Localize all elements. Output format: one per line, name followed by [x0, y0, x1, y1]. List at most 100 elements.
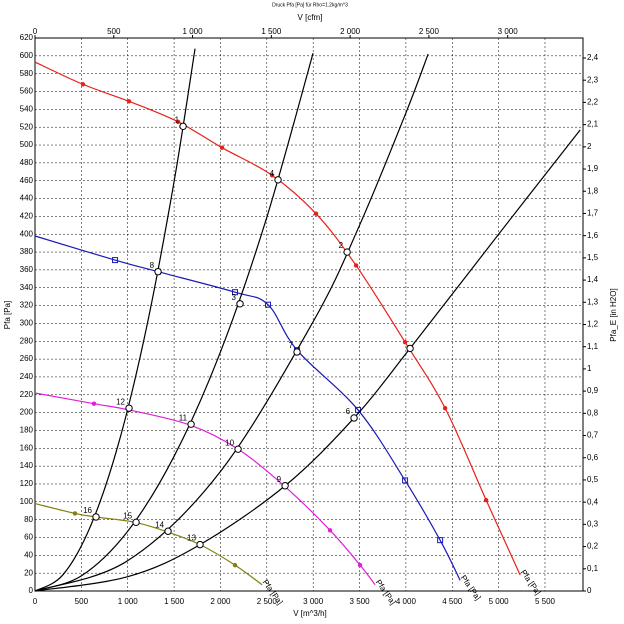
x-tick-label: 0	[33, 597, 38, 606]
series-marker	[265, 301, 272, 308]
y-tick-label: 620	[20, 33, 34, 42]
operating-point	[154, 267, 162, 276]
operating-point	[196, 540, 204, 549]
point-label: 1	[175, 115, 180, 124]
point-label: 14	[155, 520, 164, 529]
series-marker	[313, 211, 319, 216]
series-marker	[442, 405, 448, 411]
point-label: 16	[83, 506, 92, 515]
y-tick-label: 440	[20, 194, 34, 203]
y2-tick-label: 1,4	[587, 275, 599, 284]
y2-tick-label: 0,9	[587, 386, 599, 395]
series-marker	[269, 173, 275, 178]
operating-point	[281, 482, 289, 490]
point-label: 7	[289, 341, 294, 350]
series-marker	[175, 119, 181, 125]
y2-axis-label: Pfa_E [in H2O]	[609, 288, 618, 341]
y2-tick-label: 0,8	[587, 408, 599, 417]
y-tick-label: 380	[20, 247, 34, 256]
x2-tick-label: 0	[33, 27, 38, 36]
y-tick-label: 280	[20, 336, 34, 345]
series-marker	[483, 497, 489, 503]
x-tick-label: 500	[75, 597, 89, 606]
point-label: 11	[179, 413, 188, 422]
series-marker	[232, 289, 239, 296]
y2-tick-label: 2,1	[587, 120, 599, 129]
y2-tick-label: 0,6	[587, 453, 599, 462]
y2-tick-label: 0,3	[587, 519, 599, 528]
y2-tick-label: 1,9	[587, 164, 599, 173]
series-line	[34, 503, 263, 586]
operating-point	[343, 248, 351, 256]
plot-frame	[34, 37, 584, 592]
series-marker	[357, 562, 363, 568]
series-marker	[402, 477, 409, 484]
y-tick-label: 520	[20, 122, 34, 131]
y2-tick-label: 1,5	[587, 253, 599, 262]
y-tick-label: 120	[20, 479, 34, 488]
y2-tick-label: 1,8	[587, 186, 599, 195]
y2-tick-label: 0	[587, 586, 592, 595]
y-tick-label: 180	[20, 426, 34, 435]
point-label: 9	[277, 475, 282, 484]
point-label: 3	[232, 293, 237, 302]
series-marker	[402, 339, 408, 345]
x-tick-label: 5 000	[489, 597, 510, 606]
y2-tick-label: 2	[587, 142, 592, 151]
operating-point	[132, 518, 140, 527]
point-label: 13	[187, 534, 196, 543]
series-line	[34, 129, 581, 592]
y2-tick-label: 0,4	[587, 497, 599, 506]
x-axis-label: V [m^3/h]	[293, 609, 327, 618]
operating-point	[125, 404, 133, 412]
x2-tick-label: 500	[107, 27, 121, 36]
x-tick-label: 1 500	[164, 597, 185, 606]
series-marker	[232, 562, 238, 568]
y-tick-label: 300	[20, 319, 34, 328]
series-marker	[327, 528, 333, 533]
chart-title: Druck Pfa [Pa] für Rho=1.2kg/m^3	[272, 2, 348, 8]
y-tick-label: 480	[20, 158, 34, 167]
y-tick-label: 60	[24, 533, 33, 542]
y2-tick-label: 1,7	[587, 209, 599, 218]
y-tick-label: 80	[24, 515, 33, 524]
y2-tick-label: 1,3	[587, 297, 599, 306]
y2-tick-label: 2,3	[587, 75, 599, 84]
y-tick-label: 160	[20, 443, 34, 452]
y-tick-label: 560	[20, 87, 34, 96]
x2-tick-label: 3 000	[498, 27, 519, 36]
y-tick-label: 360	[20, 265, 34, 274]
y-tick-label: 500	[20, 140, 34, 149]
y2-tick-label: 0,5	[587, 475, 599, 484]
operating-point	[234, 445, 242, 453]
x2-axis-label: V [cfm]	[298, 13, 323, 22]
y2-tick-label: 1,6	[587, 231, 599, 240]
series-marker	[126, 99, 132, 104]
y-tick-label: 540	[20, 104, 34, 113]
point-label: 2	[339, 241, 344, 250]
y-tick-label: 320	[20, 301, 34, 310]
operating-point	[187, 420, 195, 428]
y2-tick-label: 0,7	[587, 431, 599, 440]
x-tick-label: 1 000	[118, 597, 139, 606]
operating-point	[406, 344, 414, 353]
operating-point	[164, 527, 172, 535]
y-axis-label: Pfa [Pa]	[3, 301, 12, 329]
point-label: 15	[123, 511, 132, 520]
series-marker	[112, 257, 119, 264]
y2-tick-label: 2,2	[587, 98, 599, 107]
x2-tick-label: 2 500	[419, 27, 440, 36]
y-tick-label: 20	[24, 568, 33, 577]
y2-tick-label: 0,1	[587, 564, 599, 573]
operating-point	[92, 513, 100, 521]
y-tick-label: 340	[20, 283, 34, 292]
x-tick-label: 5 500	[535, 597, 556, 606]
y-tick-label: 220	[20, 390, 34, 399]
y-tick-label: 580	[20, 69, 34, 78]
x2-tick-label: 1 000	[183, 27, 204, 36]
y2-tick-label: 1	[587, 364, 592, 373]
y-tick-label: 40	[24, 550, 33, 559]
series-line	[34, 235, 461, 581]
operating-point	[274, 176, 282, 184]
x-tick-label: 3 000	[303, 597, 324, 606]
